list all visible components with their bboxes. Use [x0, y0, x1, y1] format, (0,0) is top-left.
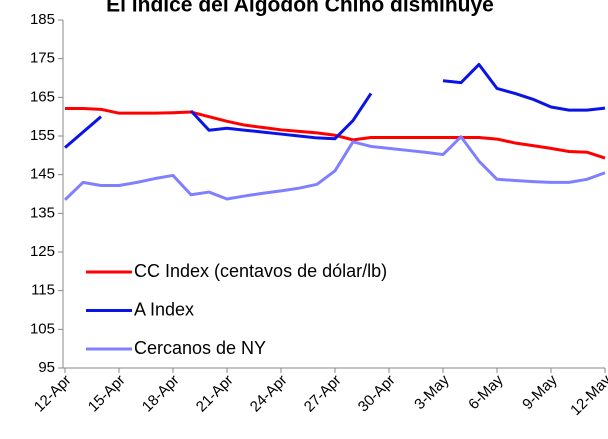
x-tick-label: 21-Apr	[193, 372, 237, 416]
series-line	[64, 62, 606, 149]
y-tick-label: 165	[30, 88, 55, 105]
legend-label: CC Index (centavos de dólar/lb)	[134, 261, 387, 281]
x-tick-label: 12-May	[567, 371, 608, 419]
series-line	[65, 107, 606, 160]
y-tick-label: 185	[30, 11, 55, 28]
x-tick-label: 27-Apr	[301, 372, 345, 416]
x-tick-label: 18-Apr	[139, 372, 183, 416]
y-tick-label: 105	[30, 320, 55, 337]
x-tick-label: 3-May	[411, 371, 453, 413]
y-tick-label: 145	[30, 166, 55, 183]
y-tick-label: 135	[30, 204, 55, 221]
x-tick-label: 6-May	[465, 371, 507, 413]
x-tick-label: 9-May	[519, 371, 561, 413]
y-tick-label: 175	[30, 50, 55, 67]
y-tick-label: 125	[30, 243, 55, 260]
legend-label: A Index	[134, 299, 194, 319]
y-tick-label: 155	[30, 127, 55, 144]
x-tick-label: 15-Apr	[85, 372, 129, 416]
chart-title: El índice del Algodón Chino disminuye	[106, 0, 494, 17]
y-tick-label: 95	[38, 359, 55, 376]
x-tick-label: 24-Apr	[247, 372, 291, 416]
y-tick-label: 115	[31, 282, 55, 299]
legend-label: Cercanos de NY	[134, 338, 266, 358]
x-tick-label: 12-Apr	[31, 372, 75, 416]
x-tick-label: 30-Apr	[355, 372, 399, 416]
series-line	[63, 135, 606, 201]
